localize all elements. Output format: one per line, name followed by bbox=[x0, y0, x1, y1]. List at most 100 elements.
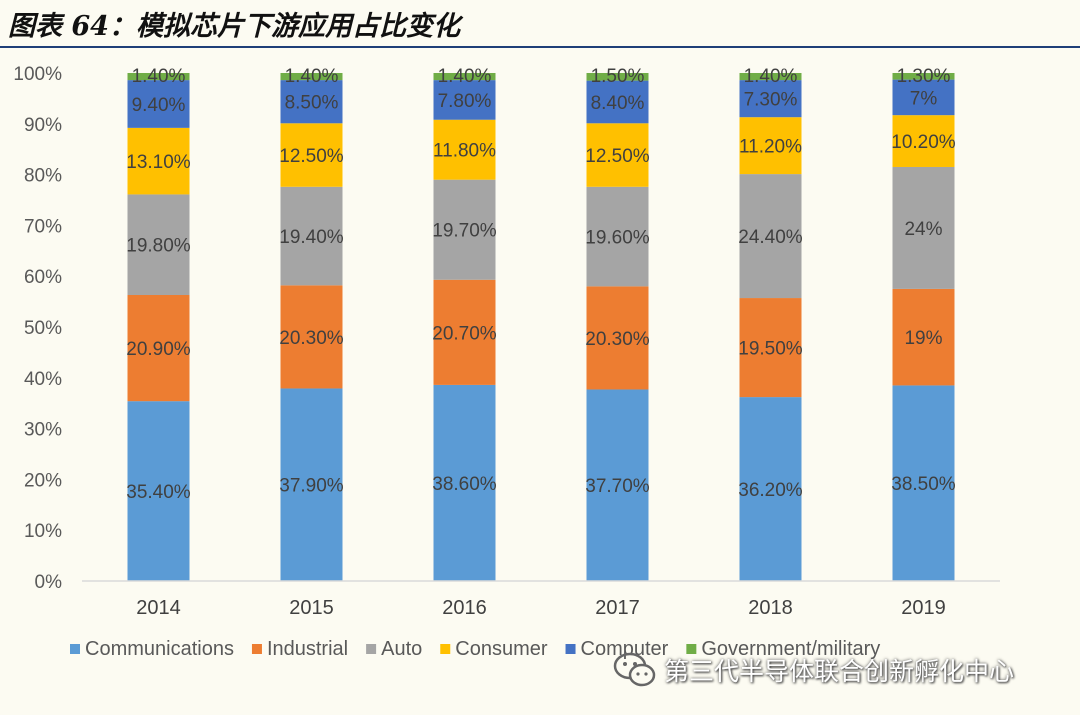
bar-segment bbox=[280, 285, 343, 389]
x-tick-label: 2019 bbox=[901, 597, 946, 619]
y-tick-label: 60% bbox=[24, 267, 62, 288]
bar-segment bbox=[433, 80, 496, 120]
legend-label: Auto bbox=[381, 638, 422, 660]
bar-segment bbox=[127, 194, 190, 295]
data-label: 38.50% bbox=[891, 474, 956, 495]
legend-label: Government/military bbox=[701, 638, 880, 660]
data-label: 12.50% bbox=[279, 146, 344, 167]
legend-label: Industrial bbox=[267, 638, 348, 660]
data-label: 7% bbox=[910, 88, 938, 109]
data-label: 10.20% bbox=[891, 132, 956, 153]
data-label: 20.90% bbox=[126, 339, 191, 360]
bar-segment bbox=[739, 397, 802, 581]
title-underline bbox=[0, 46, 1080, 48]
data-label: 19.70% bbox=[432, 221, 497, 242]
bar-segment bbox=[586, 286, 649, 390]
bar-segment bbox=[433, 384, 496, 581]
bar-segment bbox=[127, 127, 190, 195]
bar-segment bbox=[433, 119, 496, 180]
legend-swatch bbox=[686, 644, 697, 654]
bar-segment bbox=[433, 179, 496, 280]
data-label: 37.70% bbox=[585, 476, 650, 497]
x-tick-label: 2015 bbox=[289, 597, 334, 619]
bar-segment bbox=[433, 73, 496, 81]
y-tick-label: 20% bbox=[24, 470, 62, 491]
data-label: 24.40% bbox=[738, 227, 803, 248]
y-tick-label: 100% bbox=[13, 64, 62, 85]
y-tick-label: 80% bbox=[24, 166, 62, 187]
bar-segment bbox=[127, 401, 190, 581]
legend-label: Consumer bbox=[455, 638, 548, 660]
legend-label: Computer bbox=[581, 638, 669, 660]
data-label: 36.20% bbox=[738, 480, 803, 501]
data-label: 1.40% bbox=[132, 66, 186, 87]
y-tick-label: 0% bbox=[35, 572, 63, 593]
y-tick-label: 10% bbox=[24, 521, 62, 542]
y-tick-label: 90% bbox=[24, 115, 62, 136]
bar-segment bbox=[280, 123, 343, 187]
bar-segment bbox=[739, 73, 802, 81]
data-label: 8.40% bbox=[591, 93, 645, 114]
data-label: 19.40% bbox=[279, 227, 344, 248]
data-label: 9.40% bbox=[132, 95, 186, 116]
data-label: 1.50% bbox=[591, 66, 645, 87]
bar-segment bbox=[739, 174, 802, 299]
x-tick-label: 2017 bbox=[595, 597, 640, 619]
data-label: 1.30% bbox=[897, 66, 951, 87]
bar-segment bbox=[892, 73, 955, 80]
bar-segment bbox=[739, 80, 802, 118]
watermark: 第三代半导体联合创新孵化中心 bbox=[612, 648, 1014, 692]
bar-segment bbox=[280, 388, 343, 581]
legend-swatch bbox=[366, 644, 377, 654]
watermark-text: 第三代半导体联合创新孵化中心 bbox=[664, 657, 1015, 686]
data-label: 19.50% bbox=[738, 339, 803, 360]
bar-segment bbox=[892, 288, 955, 386]
data-label: 1.40% bbox=[285, 66, 339, 87]
data-label: 37.90% bbox=[279, 476, 344, 497]
data-label: 7.30% bbox=[744, 90, 798, 111]
data-label: 12.50% bbox=[585, 146, 650, 167]
legend-swatch bbox=[251, 644, 262, 654]
y-tick-label: 50% bbox=[24, 318, 62, 339]
bar-segment bbox=[280, 80, 343, 124]
data-label: 35.40% bbox=[126, 482, 191, 503]
bar-segment bbox=[280, 186, 343, 286]
data-label: 11.20% bbox=[739, 137, 802, 158]
y-tick-label: 70% bbox=[24, 216, 62, 237]
bar-segment bbox=[892, 79, 955, 116]
x-tick-label: 2014 bbox=[136, 597, 181, 619]
legend-label: Communications bbox=[85, 638, 234, 660]
data-label: 20.70% bbox=[432, 323, 497, 344]
bar-segment bbox=[739, 117, 802, 175]
x-tick-label: 2016 bbox=[442, 597, 487, 619]
bar-segment bbox=[739, 298, 802, 398]
bar-segment bbox=[280, 73, 343, 81]
data-label: 8.50% bbox=[285, 93, 339, 114]
wechat-icon bbox=[613, 652, 656, 687]
stacked-bar-chart: 0% 10% 20% 30% 40% 50% 60% 70% 80% 90% 100% 35.40% 2… bbox=[13, 64, 1000, 660]
bar-segment bbox=[127, 73, 190, 81]
bar-segment bbox=[586, 389, 649, 581]
data-label: 1.40% bbox=[438, 66, 492, 87]
y-tick-label: 30% bbox=[24, 420, 62, 441]
bar-segment bbox=[586, 186, 649, 287]
bar-segment bbox=[586, 123, 649, 187]
data-label: 20.30% bbox=[279, 328, 344, 349]
bar-segment bbox=[127, 80, 190, 128]
bar-segment bbox=[892, 115, 955, 167]
data-label: 19% bbox=[904, 328, 942, 349]
bar-segment bbox=[586, 73, 649, 81]
legend-swatch bbox=[70, 644, 80, 654]
bar-segment bbox=[433, 279, 496, 385]
chart-title: 图表 64：模拟芯片下游应用占比变化 bbox=[8, 11, 460, 42]
data-label: 24% bbox=[904, 219, 942, 240]
legend-swatch bbox=[565, 644, 576, 654]
x-tick-label: 2018 bbox=[748, 597, 793, 619]
y-tick-label: 40% bbox=[24, 369, 62, 390]
data-label: 19.60% bbox=[585, 228, 650, 249]
bar-segment bbox=[127, 294, 190, 402]
bar-segment bbox=[586, 80, 649, 124]
data-label: 7.80% bbox=[438, 91, 492, 112]
data-label: 19.80% bbox=[126, 236, 191, 257]
data-label: 13.10% bbox=[126, 152, 191, 173]
